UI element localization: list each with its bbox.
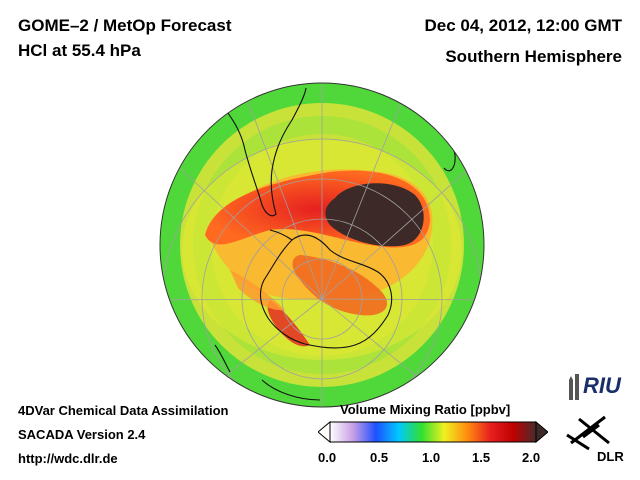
riu-logo-icon: [569, 374, 579, 400]
colorbar-tick: 2.0: [522, 450, 541, 465]
colorbar-tick: 0.0: [318, 450, 337, 465]
hcl-field: [160, 83, 484, 407]
colorbar-tick: 1.5: [472, 450, 491, 465]
colorbar-gradient: [329, 421, 537, 443]
colorbar-tick: 0.5: [370, 450, 389, 465]
colorbar: [318, 420, 548, 444]
footer-url[interactable]: http://wdc.dlr.de: [18, 451, 118, 466]
colorbar-title: Volume Mixing Ratio [ppbv]: [340, 402, 511, 417]
globe-border: [159, 82, 485, 408]
forecast-datetime: Dec 04, 2012, 12:00 GMT: [424, 16, 622, 35]
title-instrument: GOME–2 / MetOp Forecast: [18, 16, 232, 35]
riu-logo-text: RIU: [583, 373, 621, 398]
hemisphere-label: Southern Hemisphere: [445, 47, 622, 66]
footer-method: 4DVar Chemical Data Assimilation: [18, 403, 229, 418]
colorbar-max-arrow: [535, 420, 548, 444]
footer-version: SACADA Version 2.4: [18, 427, 146, 442]
colorbar-min-arrow: [318, 420, 331, 444]
dlr-logo-text: DLR: [597, 449, 624, 464]
colorbar-tick: 1.0: [422, 450, 441, 465]
dlr-logo-icon: [566, 415, 610, 451]
coastlines: [214, 87, 456, 401]
title-species: HCl at 55.4 hPa: [18, 41, 141, 60]
